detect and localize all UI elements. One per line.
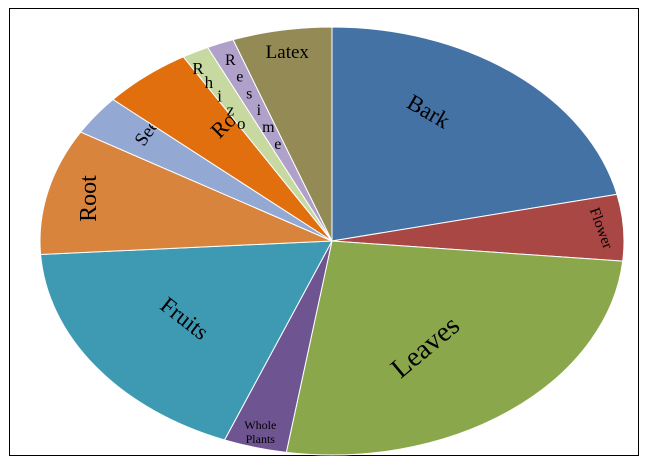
slice-label: Latex xyxy=(266,42,310,63)
slice-label-letter: h xyxy=(205,73,214,92)
slice-label-letter: e xyxy=(236,69,243,86)
slice-label-letter: R xyxy=(225,52,236,69)
slice-label-letter: m xyxy=(262,119,275,136)
slice-label-letter: z xyxy=(227,100,235,119)
pie-slice xyxy=(39,131,333,255)
slice-label-letter: s xyxy=(246,85,252,102)
slice-label-letter: o xyxy=(237,114,246,133)
pie-slice xyxy=(232,26,333,242)
slice-label-letter: i xyxy=(217,87,222,106)
slice-label: Whole Plants xyxy=(244,418,276,446)
pie-slice xyxy=(40,240,333,441)
slice-label: Root xyxy=(76,175,102,222)
pie-slice xyxy=(331,26,618,242)
slice-label-letter: e xyxy=(274,136,281,153)
slice-label-letter: R xyxy=(192,59,204,78)
pie-slice xyxy=(285,240,624,456)
slice-label-letter: i xyxy=(257,102,262,119)
